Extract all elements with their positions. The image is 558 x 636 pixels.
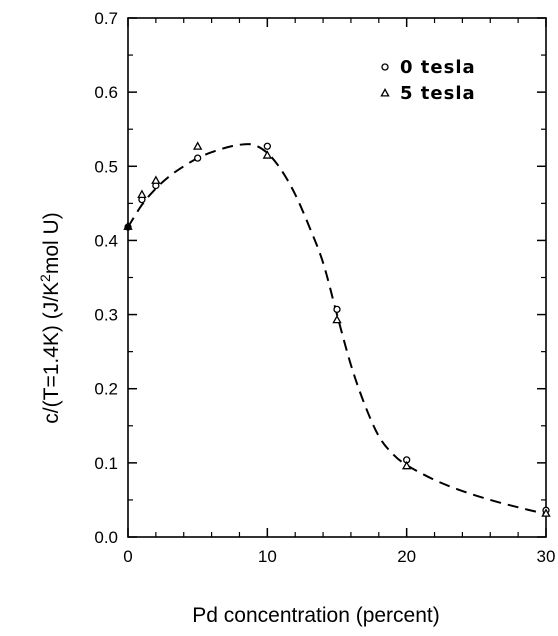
data-point-5-tesla [192, 141, 203, 150]
data-point-0-tesla [333, 305, 341, 314]
data-point-5-tesla [262, 150, 273, 159]
legend: 0 tesla 5 tesla [380, 57, 476, 104]
y-axis-label-sup: 2 [37, 274, 53, 282]
y-axis-label-main: c/(T=1.4K) (J/K [40, 282, 63, 424]
y-axis-label: c/(T=1.4K) (J/K2mol U) [37, 212, 63, 423]
legend-marker-triangle [380, 88, 390, 97]
data-points [123, 141, 551, 517]
data-point-5-tesla [151, 175, 161, 184]
plot-border [127, 17, 547, 538]
y-tick-label: 0.5 [94, 157, 118, 176]
x-axis-label: Pd concentration (percent) [192, 604, 439, 627]
x-tick-label: 10 [258, 547, 277, 566]
data-point-5-tesla [137, 189, 147, 198]
legend-label: 0 tesla [400, 57, 476, 78]
data-point-5-tesla [541, 508, 551, 517]
y-tick-label: 0.0 [94, 528, 118, 547]
data-point-origin-overlap [124, 223, 132, 231]
y-tick-label: 0.2 [94, 380, 118, 399]
y-tick-label: 0.1 [94, 454, 118, 473]
x-tick-label: 20 [397, 547, 416, 566]
y-tick-label: 0.3 [94, 306, 118, 325]
y-axis-label-tail: mol U) [40, 212, 63, 274]
y-tick-label: 0.4 [94, 231, 118, 250]
legend-label: 5 tesla [400, 83, 476, 104]
x-tick-label: 30 [537, 547, 556, 566]
plot-frame [127, 17, 547, 538]
legend-marker-circle [381, 63, 389, 71]
fit-curve-path [127, 143, 547, 515]
data-point-0-tesla [194, 154, 202, 162]
x-tick-label: 0 [123, 547, 132, 566]
fit-curve [127, 143, 547, 515]
y-tick-label: 0.6 [94, 83, 118, 102]
data-point-0-tesla [263, 142, 271, 150]
data-point-5-tesla [401, 460, 412, 470]
axis-ticks: 0.0 0.1 0.2 0.3 0.4 0.5 0.6 0.7 0 10 20 30 [94, 9, 555, 566]
y-tick-label: 0.7 [94, 9, 118, 28]
data-point-5-tesla [332, 314, 342, 324]
